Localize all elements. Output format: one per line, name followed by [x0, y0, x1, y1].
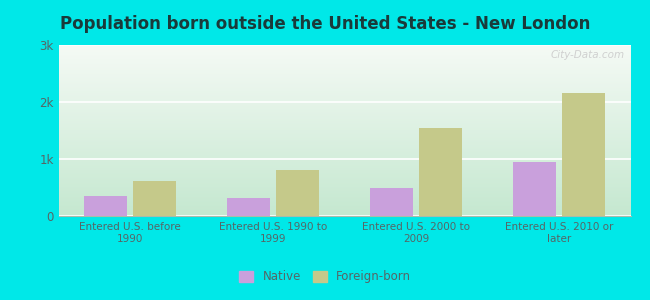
Text: City-Data.com: City-Data.com — [551, 50, 625, 60]
Bar — [227, 198, 270, 216]
Bar — [370, 188, 413, 216]
Bar — [133, 181, 176, 216]
Bar — [276, 170, 318, 216]
Bar — [419, 128, 462, 216]
Bar — [514, 162, 556, 216]
Text: Population born outside the United States - New London: Population born outside the United State… — [60, 15, 590, 33]
Legend: Native, Foreign-born: Native, Foreign-born — [234, 266, 416, 288]
Bar — [84, 196, 127, 216]
Bar — [562, 93, 605, 216]
